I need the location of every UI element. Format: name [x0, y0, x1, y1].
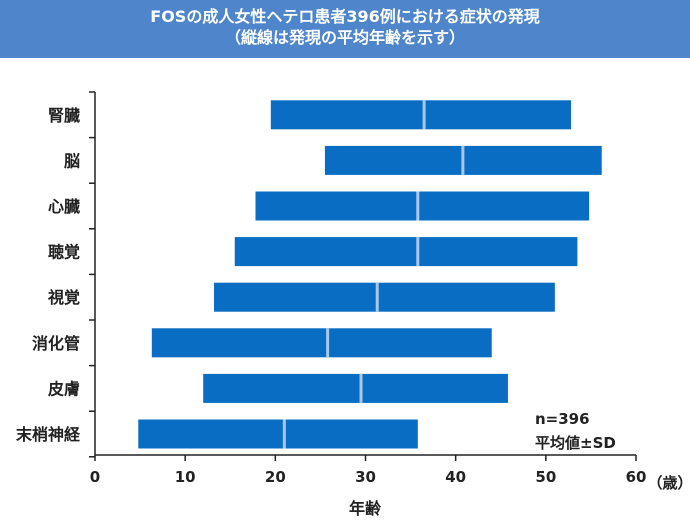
x-tick-label: 50 [535, 468, 556, 486]
category-label: 心臓 [48, 197, 80, 216]
x-axis-unit-label: （歳） [647, 474, 690, 492]
range-bar [214, 282, 555, 312]
x-tick-label: 0 [90, 468, 100, 486]
x-axis-label: 年齢 [349, 499, 382, 518]
title-banner: FOSの成人女性ヘテロ患者396例における症状の発現 （縦線は発現の平均年齢を示… [0, 0, 690, 58]
category-label: 皮膚 [47, 379, 80, 398]
range-bar [234, 237, 578, 267]
range-bar [255, 191, 590, 221]
category-label: 聴覚 [48, 243, 80, 262]
category-label: 消化管 [32, 334, 80, 353]
bars-layer [138, 100, 602, 449]
range-bar [203, 373, 508, 403]
category-label: 視覚 [47, 288, 80, 307]
x-tick-label: 10 [175, 468, 196, 486]
mean-sd-annotation: 平均値±SD [535, 434, 616, 452]
x-tick-label: 20 [265, 468, 286, 486]
x-tick-label: 40 [445, 468, 466, 486]
category-label: 腎臓 [48, 106, 80, 125]
chart-subtitle: （縦線は発現の平均年齢を示す） [224, 28, 465, 47]
category-label: 脳 [64, 151, 80, 170]
sample-size-annotation: n=396 [535, 410, 590, 428]
range-bar [151, 328, 492, 358]
range-bar [138, 419, 418, 449]
x-tick-label: 60 [626, 468, 647, 486]
category-label: 末梢神経 [16, 425, 81, 444]
chart-title: FOSの成人女性ヘテロ患者396例における症状の発現 [150, 7, 540, 26]
range-bar [270, 100, 572, 130]
x-tick-label: 30 [355, 468, 376, 486]
